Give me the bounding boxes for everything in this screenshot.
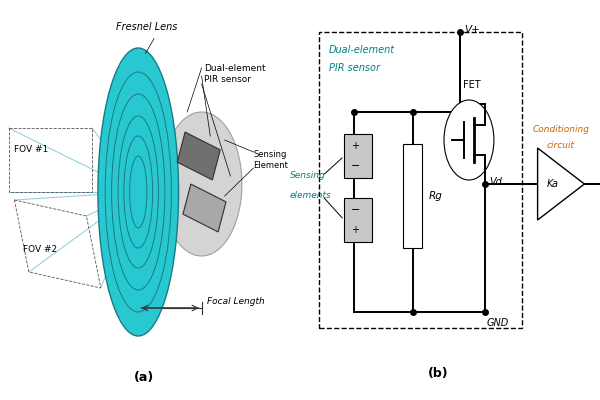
Polygon shape [177,132,220,180]
Polygon shape [183,184,226,232]
Text: −: − [350,161,360,171]
Text: Fresnel Lens: Fresnel Lens [116,22,178,32]
Text: FOV #1: FOV #1 [14,146,49,154]
Bar [344,198,372,242]
Text: Ka: Ka [547,179,559,189]
Text: Vd: Vd [489,177,502,187]
Bar [319,32,522,328]
Text: +: + [351,141,359,151]
Text: Conditioning: Conditioning [533,125,589,134]
Ellipse shape [98,48,179,336]
Text: Sensing: Sensing [290,172,325,180]
Text: Dual-element
PIR sensor: Dual-element PIR sensor [205,64,266,84]
Text: +: + [351,225,359,235]
Text: (a): (a) [134,371,154,384]
Text: Focal Length: Focal Length [208,297,265,306]
Text: GND: GND [486,318,508,328]
Bar [403,144,422,248]
Text: (b): (b) [427,367,448,380]
Text: circuit: circuit [547,141,575,150]
Ellipse shape [161,112,242,256]
Text: Dual-element: Dual-element [329,45,395,55]
Text: Rg: Rg [428,191,442,201]
Text: −: − [350,205,360,215]
Text: elements: elements [290,192,331,200]
Text: Sensing
Element: Sensing Element [253,150,289,170]
Bar [344,134,372,178]
Polygon shape [538,148,584,220]
Ellipse shape [444,100,494,180]
Text: FET: FET [463,80,481,90]
Text: V+: V+ [464,25,480,35]
Text: PIR sensor: PIR sensor [329,63,380,73]
Text: FOV #2: FOV #2 [23,246,57,254]
